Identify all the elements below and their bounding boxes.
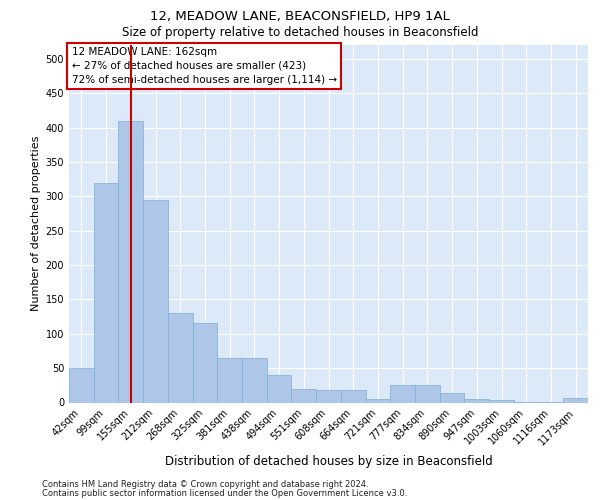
Bar bbox=[242, 358, 267, 403]
Text: Contains public sector information licensed under the Open Government Licence v3: Contains public sector information licen… bbox=[42, 489, 407, 498]
Text: Size of property relative to detached houses in Beaconsfield: Size of property relative to detached ho… bbox=[122, 26, 478, 39]
X-axis label: Distribution of detached houses by size in Beaconsfield: Distribution of detached houses by size … bbox=[164, 455, 493, 468]
Bar bbox=[316, 390, 341, 402]
Bar bbox=[94, 182, 118, 402]
Bar bbox=[193, 324, 217, 402]
Bar bbox=[168, 313, 193, 402]
Bar bbox=[464, 399, 489, 402]
Bar bbox=[292, 389, 316, 402]
Bar bbox=[267, 375, 292, 402]
Bar bbox=[440, 393, 464, 402]
Bar bbox=[390, 386, 415, 402]
Text: Contains HM Land Registry data © Crown copyright and database right 2024.: Contains HM Land Registry data © Crown c… bbox=[42, 480, 368, 489]
Y-axis label: Number of detached properties: Number of detached properties bbox=[31, 136, 41, 312]
Bar bbox=[415, 386, 440, 402]
Bar bbox=[118, 120, 143, 402]
Bar bbox=[341, 390, 365, 402]
Bar bbox=[489, 400, 514, 402]
Bar bbox=[365, 399, 390, 402]
Text: 12 MEADOW LANE: 162sqm
← 27% of detached houses are smaller (423)
72% of semi-de: 12 MEADOW LANE: 162sqm ← 27% of detached… bbox=[71, 47, 337, 85]
Bar bbox=[217, 358, 242, 403]
Text: 12, MEADOW LANE, BEACONSFIELD, HP9 1AL: 12, MEADOW LANE, BEACONSFIELD, HP9 1AL bbox=[150, 10, 450, 23]
Bar bbox=[143, 200, 168, 402]
Bar bbox=[69, 368, 94, 402]
Bar bbox=[563, 398, 588, 402]
